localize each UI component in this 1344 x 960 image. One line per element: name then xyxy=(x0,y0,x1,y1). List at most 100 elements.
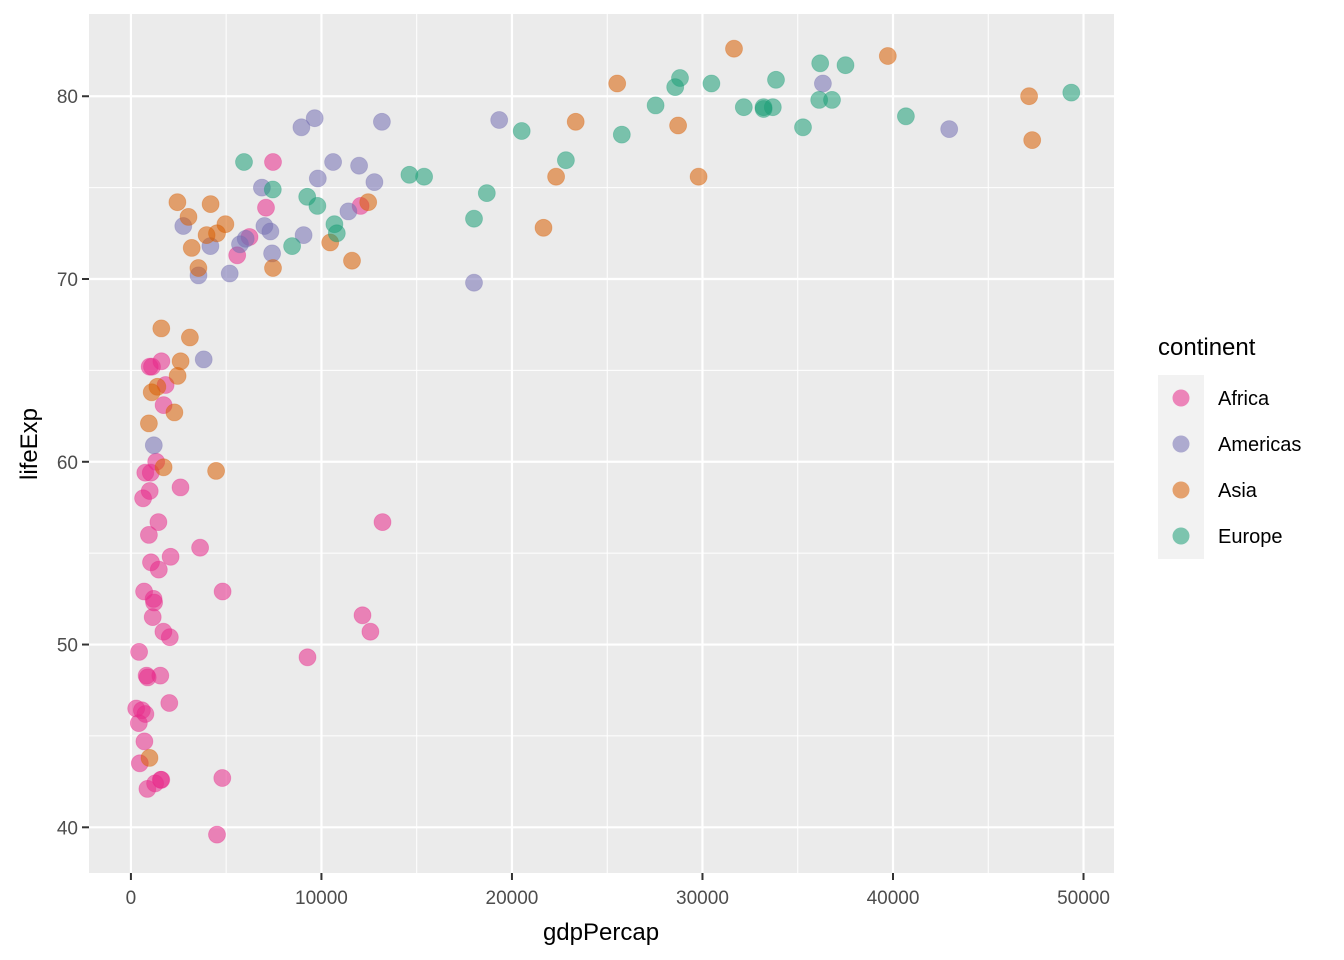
data-point xyxy=(415,167,434,186)
data-point xyxy=(477,184,496,203)
data-point xyxy=(264,259,282,277)
data-point xyxy=(327,224,346,243)
data-point xyxy=(646,96,665,115)
legend-label: Asia xyxy=(1218,480,1258,502)
data-point xyxy=(264,153,282,171)
legend-item-europe: Europe xyxy=(1158,513,1283,559)
data-point xyxy=(767,70,785,89)
data-point xyxy=(182,238,201,257)
data-point xyxy=(671,69,689,87)
data-point xyxy=(365,173,384,192)
x-tick-label: 0 xyxy=(126,888,137,909)
y-tick-label: 80 xyxy=(57,87,78,108)
data-point xyxy=(814,74,832,93)
legend: continent Africa Americas Asia Europe xyxy=(1158,334,1301,559)
data-point xyxy=(512,122,531,140)
data-point xyxy=(465,273,483,292)
data-point xyxy=(180,328,199,347)
data-point xyxy=(213,769,232,787)
data-points xyxy=(127,39,1081,844)
data-point xyxy=(143,357,161,376)
major-grid xyxy=(89,14,1114,873)
data-point xyxy=(154,458,173,477)
data-point xyxy=(149,513,168,531)
data-point xyxy=(160,694,179,712)
data-point xyxy=(878,47,897,65)
data-point xyxy=(142,553,160,572)
data-point xyxy=(811,54,830,73)
data-point xyxy=(140,749,159,767)
data-point xyxy=(168,193,187,212)
x-tick-label: 50000 xyxy=(1057,888,1110,909)
data-point xyxy=(135,732,154,751)
y-tick-label: 70 xyxy=(57,270,78,291)
data-point xyxy=(836,56,855,75)
data-point xyxy=(353,606,372,625)
legend-swatch xyxy=(1172,435,1190,453)
data-point xyxy=(144,590,163,608)
legend-label: Europe xyxy=(1218,526,1283,548)
data-point xyxy=(189,259,208,277)
data-point xyxy=(208,825,226,844)
data-point xyxy=(1062,83,1081,102)
data-point xyxy=(350,156,369,175)
data-point xyxy=(207,461,226,480)
x-tick-label: 20000 xyxy=(486,888,539,909)
data-point xyxy=(669,116,687,135)
legend-item-americas: Americas xyxy=(1158,421,1301,467)
data-point xyxy=(324,153,343,171)
data-point xyxy=(165,403,184,422)
data-point xyxy=(400,165,419,184)
x-tick-label: 10000 xyxy=(295,888,348,909)
data-point xyxy=(139,526,158,544)
data-point xyxy=(339,202,358,221)
series-africa xyxy=(127,153,392,844)
data-point xyxy=(612,125,631,144)
y-tick-label: 60 xyxy=(57,453,78,474)
legend-swatch xyxy=(1172,481,1190,499)
legend-label: Africa xyxy=(1218,388,1270,410)
x-tick-label: 30000 xyxy=(676,888,729,909)
data-point xyxy=(146,774,165,793)
data-point xyxy=(179,207,198,226)
data-point xyxy=(257,198,275,217)
data-point xyxy=(263,180,282,199)
data-point xyxy=(139,414,158,433)
data-point xyxy=(547,167,565,186)
legend-title: continent xyxy=(1158,334,1256,361)
data-point xyxy=(138,668,157,687)
data-point xyxy=(161,547,180,566)
legend-swatch xyxy=(1172,527,1190,545)
data-point xyxy=(702,74,721,93)
legend-label: Americas xyxy=(1218,434,1301,456)
data-point xyxy=(168,366,187,385)
data-point xyxy=(361,622,380,641)
data-point xyxy=(534,218,553,237)
legend-item-africa: Africa xyxy=(1158,375,1270,421)
plot-panel xyxy=(89,14,1114,873)
data-point xyxy=(261,222,280,241)
data-point xyxy=(298,648,317,667)
data-point xyxy=(1023,131,1042,150)
data-point xyxy=(308,196,327,215)
data-point xyxy=(490,111,509,129)
data-point xyxy=(823,91,841,109)
data-point xyxy=(154,622,173,641)
data-point xyxy=(308,169,327,188)
data-point xyxy=(897,107,915,126)
data-point xyxy=(305,109,324,128)
data-point xyxy=(140,482,159,500)
axis-ticks xyxy=(82,95,1085,880)
data-point xyxy=(213,582,232,601)
y-tick-label: 50 xyxy=(57,636,78,657)
data-point xyxy=(191,538,210,557)
legend-swatch xyxy=(1172,389,1190,407)
data-point xyxy=(231,235,249,254)
data-point xyxy=(465,209,483,228)
data-point xyxy=(130,643,149,661)
data-point xyxy=(566,112,585,131)
series-asia xyxy=(139,39,1042,767)
x-axis-title: gdpPercap xyxy=(543,919,659,946)
data-point xyxy=(754,98,773,117)
